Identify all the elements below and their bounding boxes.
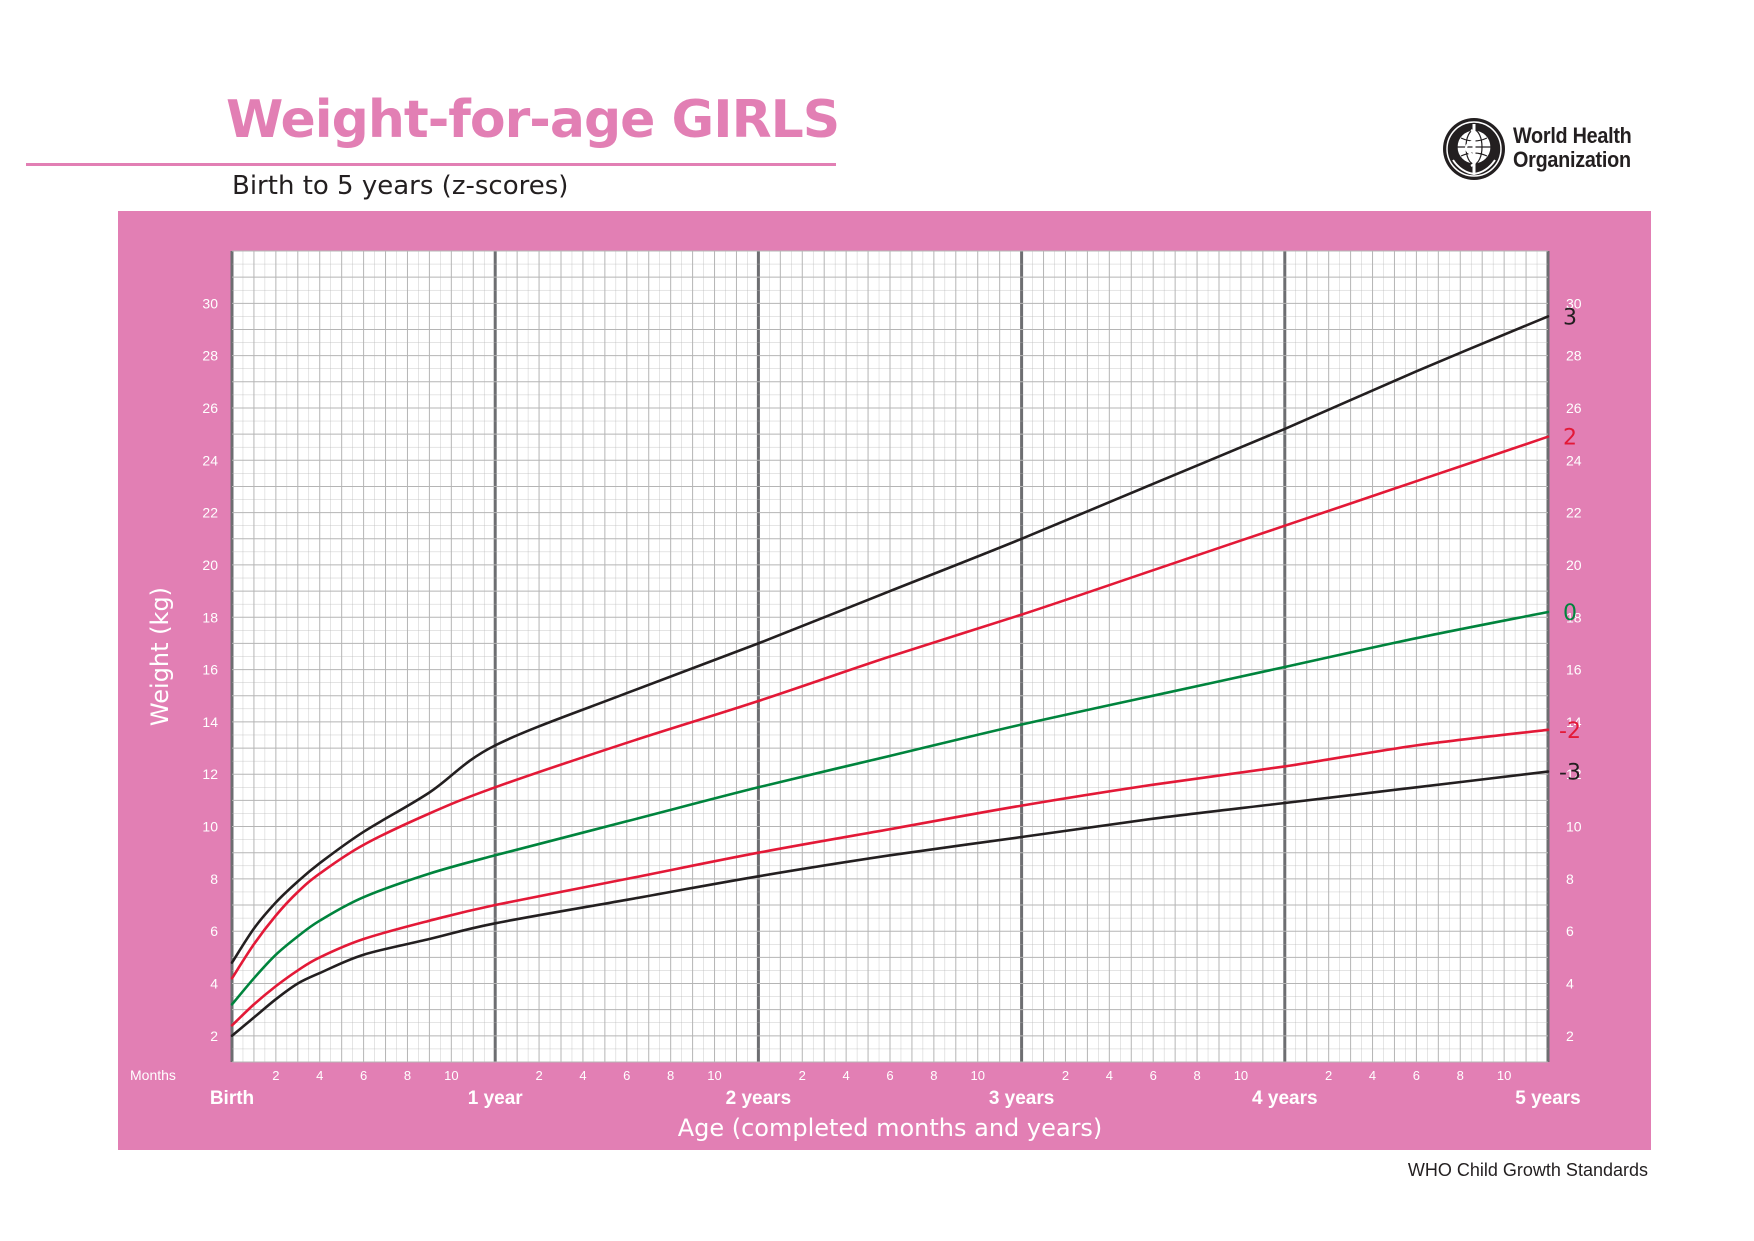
x-tick-label-month: 6 bbox=[623, 1068, 630, 1083]
y-axis-label: Weight (kg) bbox=[146, 587, 174, 726]
who-emblem-icon bbox=[1443, 118, 1505, 180]
x-tick-label-month: 4 bbox=[579, 1068, 586, 1083]
x-tick-label-year: 3 years bbox=[989, 1088, 1055, 1109]
x-tick-label-month: 6 bbox=[360, 1068, 367, 1083]
x-tick-labels: 2 4 6 8 10 2 4 6 8 10 2 4 6 8 10 2 4 6 8 10 2 4 6 8 10 Months Birt… bbox=[130, 1067, 1581, 1109]
x-tick-label-month: 6 bbox=[1413, 1068, 1420, 1083]
y-tick-label-right: 28 bbox=[1566, 348, 1582, 364]
z-score-curve-3 bbox=[230, 315, 1550, 964]
x-tick-label-month: 8 bbox=[930, 1068, 937, 1083]
y-tick-label-left: 16 bbox=[202, 662, 218, 678]
y-tick-label-right: 20 bbox=[1566, 557, 1582, 573]
series-label--3: -3 bbox=[1559, 761, 1581, 786]
x-tick-label-year: 4 years bbox=[1252, 1088, 1318, 1109]
x-tick-label-month: 2 bbox=[1062, 1068, 1069, 1083]
x-tick-label-year: 2 years bbox=[726, 1088, 792, 1109]
y-tick-label-right: 10 bbox=[1566, 819, 1582, 835]
x-tick-label-month: 4 bbox=[316, 1068, 323, 1083]
x-tick-label-year: 1 year bbox=[468, 1088, 524, 1109]
y-tick-label-left: 12 bbox=[202, 766, 218, 782]
axis-labels: Age (completed months and years) Weight (… bbox=[146, 587, 1102, 1142]
z-score-curves bbox=[230, 315, 1550, 1038]
x-tick-label-month: 4 bbox=[1106, 1068, 1113, 1083]
x-tick-label-year: 5 years bbox=[1515, 1088, 1581, 1109]
y-tick-label-left: 8 bbox=[210, 871, 218, 887]
x-tick-label-month: 10 bbox=[970, 1068, 984, 1083]
series-labels: 320-2-3 bbox=[1559, 305, 1581, 785]
page-title: Weight-for-age GIRLS bbox=[226, 90, 840, 150]
y-tick-label-right: 2 bbox=[1566, 1028, 1574, 1044]
x-tick-label-month: 2 bbox=[1325, 1068, 1332, 1083]
y-tick-label-left: 14 bbox=[202, 714, 218, 730]
x-tick-label-month: 8 bbox=[1457, 1068, 1464, 1083]
x-tick-label-month: 6 bbox=[886, 1068, 893, 1083]
chart-grid bbox=[230, 250, 1550, 1063]
x-axis-label: Age (completed months and years) bbox=[678, 1114, 1103, 1142]
x-tick-label-month: 10 bbox=[1497, 1068, 1511, 1083]
series-label-2: 2 bbox=[1563, 426, 1577, 451]
x-tick-label-month: 10 bbox=[444, 1068, 458, 1083]
x-unit-label: Months bbox=[130, 1067, 176, 1083]
footer-note: WHO Child Growth Standards bbox=[1407, 1160, 1648, 1180]
x-tick-label-month: 10 bbox=[707, 1068, 721, 1083]
chart-frame bbox=[118, 211, 1651, 1150]
y-tick-label-right: 14 bbox=[1566, 714, 1582, 730]
y-tick-label-left: 4 bbox=[210, 976, 218, 992]
x-tick-label-month: 8 bbox=[1193, 1068, 1200, 1083]
y-tick-label-right: 30 bbox=[1566, 295, 1582, 311]
x-tick-label-month: 2 bbox=[272, 1068, 279, 1083]
y-tick-label-left: 22 bbox=[202, 505, 218, 521]
z-score-curve--3 bbox=[230, 770, 1550, 1038]
x-tick-label-month: 6 bbox=[1150, 1068, 1157, 1083]
y-tick-label-left: 6 bbox=[210, 923, 218, 939]
y-tick-label-right: 22 bbox=[1566, 505, 1582, 521]
y-tick-label-left: 28 bbox=[202, 348, 218, 364]
y-tick-label-right: 26 bbox=[1566, 400, 1582, 416]
y-tick-label-left: 10 bbox=[202, 819, 218, 835]
who-logo: World Health Organization bbox=[1441, 114, 1701, 182]
x-tick-label-month: 8 bbox=[404, 1068, 411, 1083]
y-tick-label-right: 6 bbox=[1566, 923, 1574, 939]
organization-name: World Health Organization bbox=[1513, 123, 1632, 172]
y-tick-label-right: 24 bbox=[1566, 452, 1582, 468]
z-score-curve--2 bbox=[230, 728, 1550, 1027]
y-tick-label-left: 20 bbox=[202, 557, 218, 573]
x-tick-label-month: 4 bbox=[1369, 1068, 1376, 1083]
x-tick-label-month: 4 bbox=[843, 1068, 850, 1083]
series-label--2: -2 bbox=[1559, 719, 1581, 744]
y-tick-label-right: 18 bbox=[1566, 609, 1582, 625]
x-tick-label-month: 2 bbox=[535, 1068, 542, 1083]
y-tick-label-right: 16 bbox=[1566, 662, 1582, 678]
y-tick-label-right: 12 bbox=[1566, 766, 1582, 782]
y-tick-label-left: 30 bbox=[202, 295, 218, 311]
series-label-0: 0 bbox=[1563, 601, 1577, 626]
x-tick-label-month: 8 bbox=[667, 1068, 674, 1083]
page-subtitle: Birth to 5 years (z-scores) bbox=[232, 171, 569, 201]
y-tick-label-right: 4 bbox=[1566, 976, 1574, 992]
y-tick-label-left: 2 bbox=[210, 1028, 218, 1044]
x-tick-label-month: 2 bbox=[799, 1068, 806, 1083]
series-label-3: 3 bbox=[1563, 305, 1577, 330]
x-tick-label-month: 10 bbox=[1234, 1068, 1248, 1083]
z-score-curve-0 bbox=[230, 610, 1550, 1006]
y-tick-label-left: 18 bbox=[202, 609, 218, 625]
title-rule bbox=[26, 163, 836, 166]
y-tick-label-left: 26 bbox=[202, 400, 218, 416]
x-tick-label-year: Birth bbox=[210, 1088, 254, 1109]
z-score-curve-2 bbox=[230, 435, 1550, 980]
y-tick-label-right: 8 bbox=[1566, 871, 1574, 887]
y-tick-label-left: 24 bbox=[202, 452, 218, 468]
